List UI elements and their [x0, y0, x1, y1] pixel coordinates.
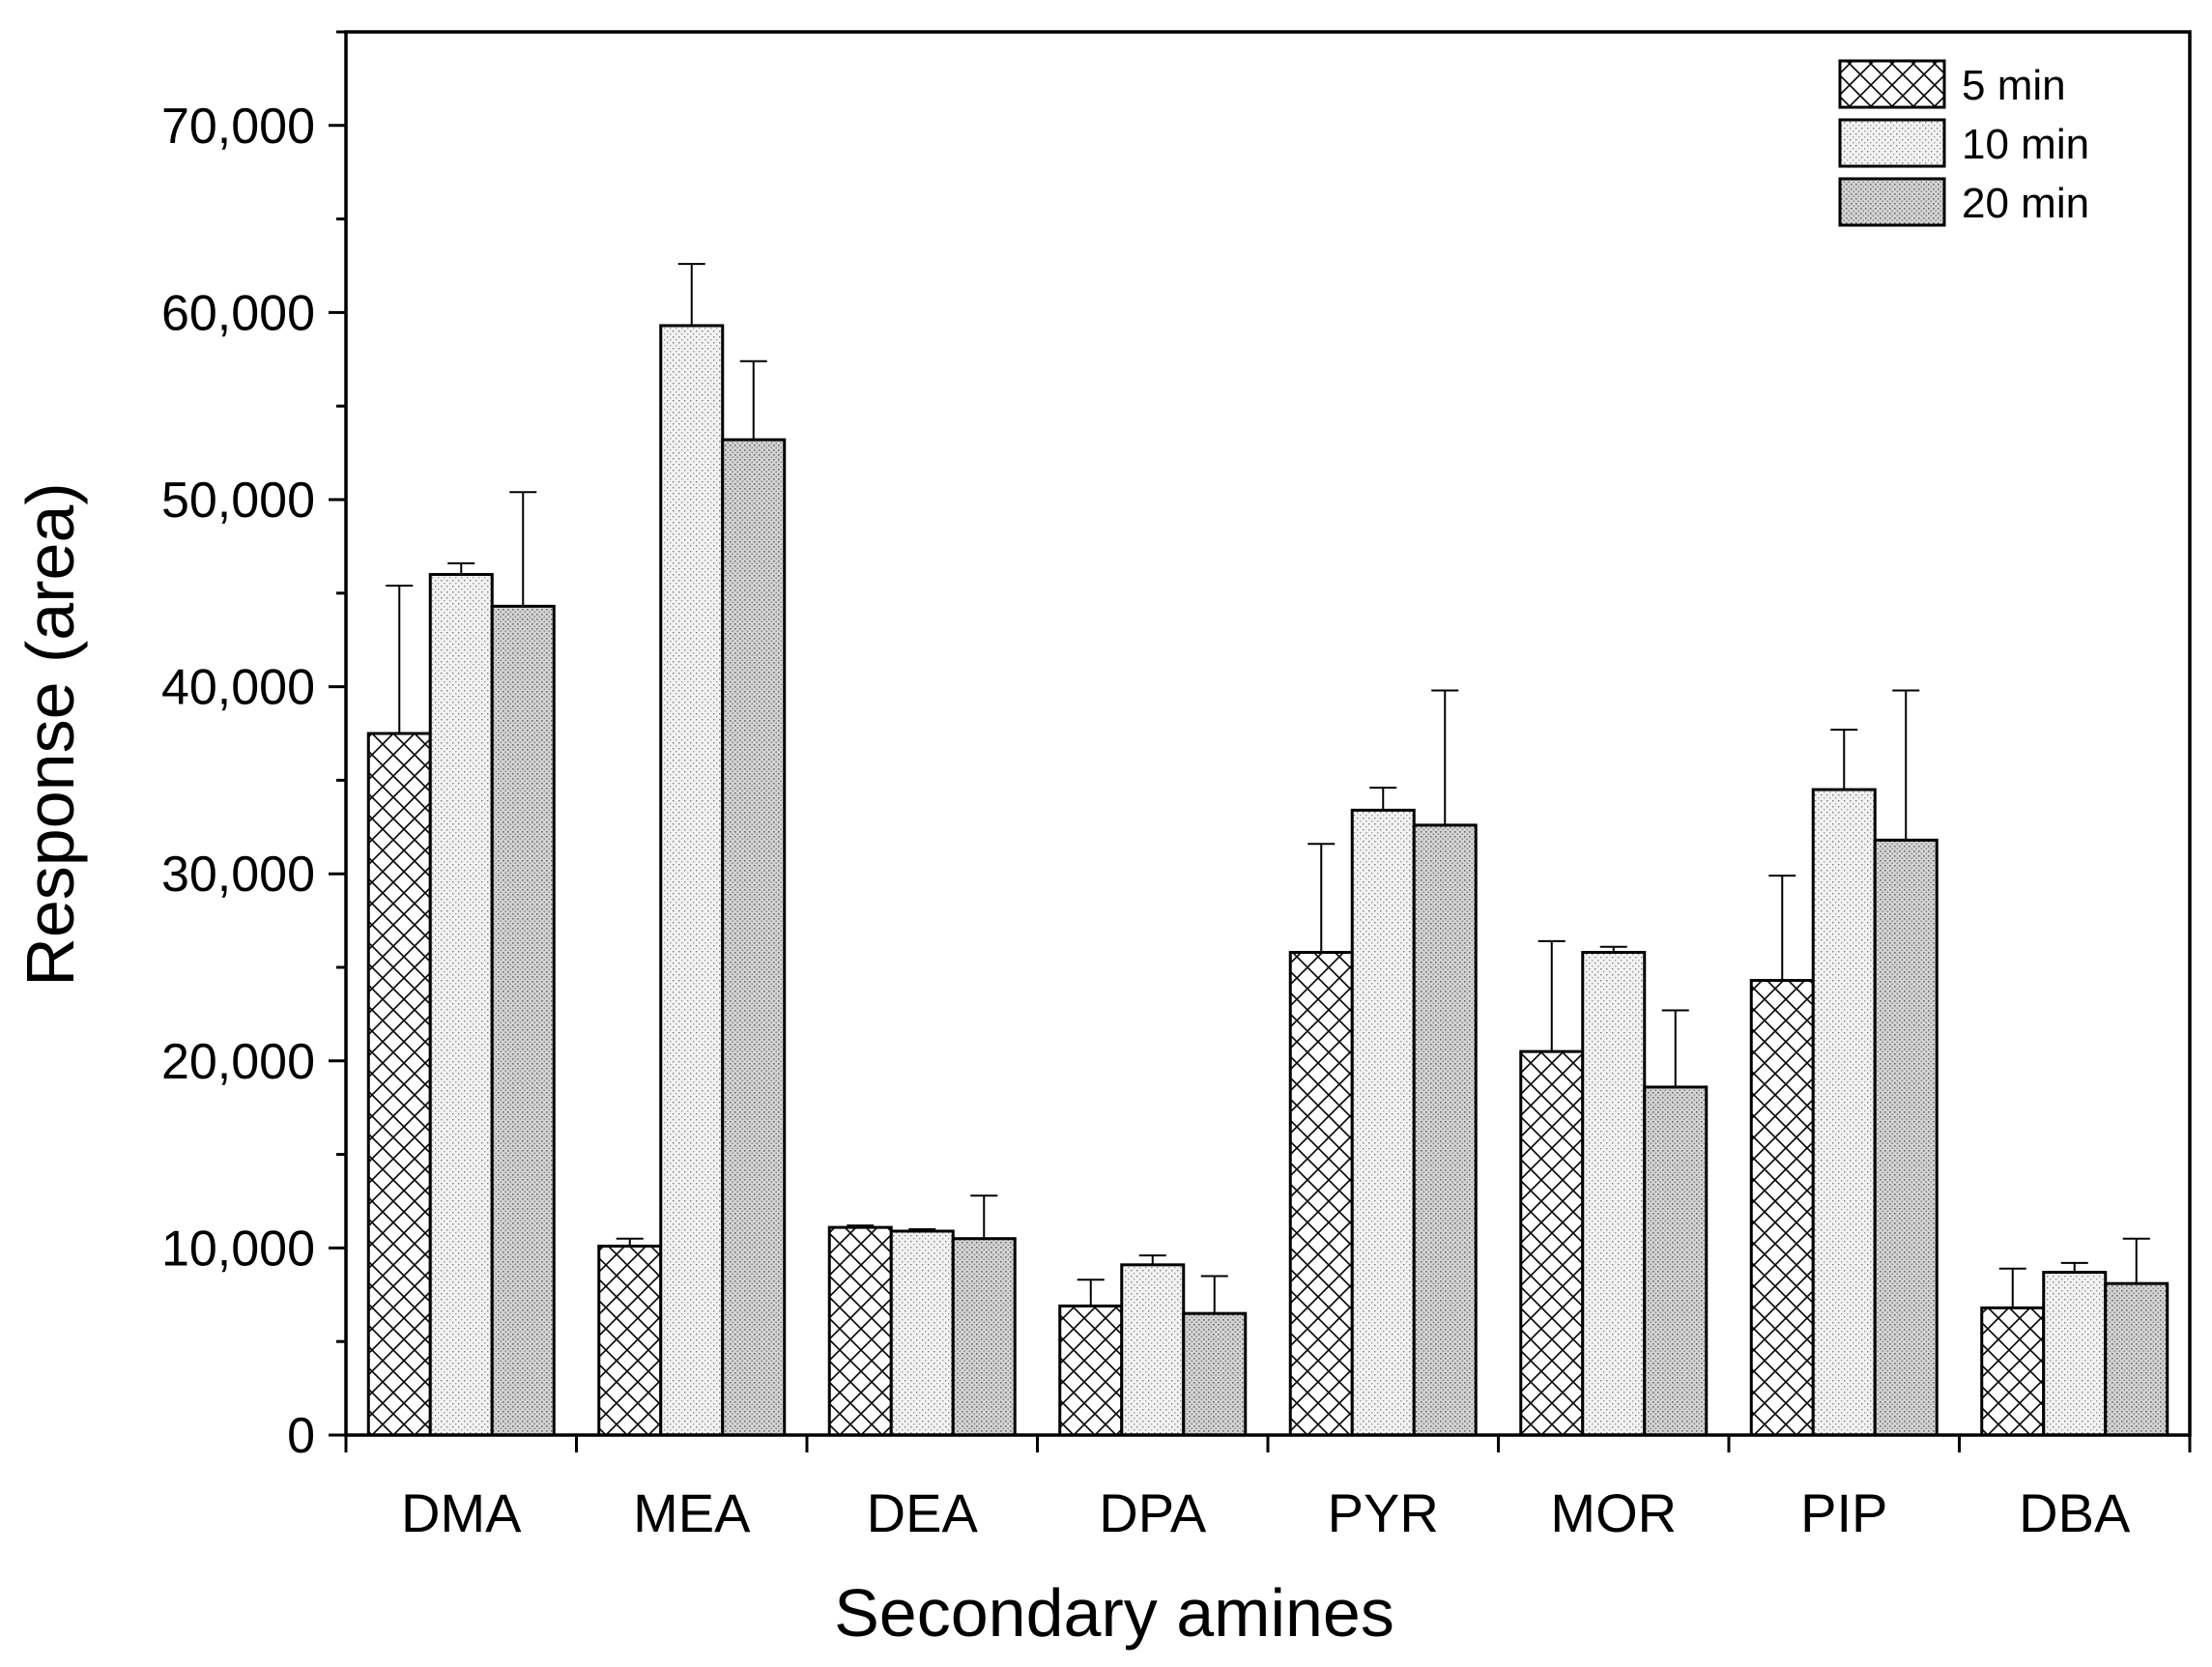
x-tick-label: DBA [2019, 1482, 2131, 1543]
x-tick-label: MEA [633, 1482, 751, 1543]
legend-swatch-20min [1838, 177, 1946, 227]
legend-label-10min: 10 min [1962, 121, 2089, 168]
bar-dea-10min [889, 1229, 955, 1437]
bar-mea-10min [659, 324, 725, 1437]
bars [366, 324, 2169, 1437]
bar-dba-10min [2042, 1271, 2108, 1437]
y-tick-label: 50,000 [161, 473, 315, 529]
bar-dea-20min [951, 1237, 1017, 1437]
error-bars [386, 263, 2150, 1314]
x-tick-label: MOR [1550, 1482, 1677, 1543]
y-axis-title: Response (area) [13, 482, 88, 986]
x-tick-label: DEA [867, 1482, 979, 1543]
bar-pip-5min [1749, 979, 1815, 1437]
bar-mea-20min [721, 438, 787, 1437]
bar-dma-20min [490, 604, 556, 1437]
x-tick-label: PIP [1800, 1482, 1887, 1543]
bar-dpa-10min [1120, 1263, 1186, 1437]
bar-dpa-5min [1058, 1304, 1124, 1437]
bar-dea-5min [827, 1225, 893, 1437]
bar-dba-20min [2104, 1281, 2169, 1437]
y-tick-label: 20,000 [161, 1034, 315, 1090]
bar-mea-5min [597, 1244, 663, 1437]
bar-pip-10min [1811, 788, 1877, 1437]
legend-swatch-10min [1838, 118, 1946, 168]
x-tick-label: DPA [1099, 1482, 1207, 1543]
bar-pyr-5min [1288, 951, 1354, 1437]
bar-dba-5min [1980, 1306, 2046, 1437]
bar-pyr-20min [1412, 823, 1478, 1437]
y-tick-label: 10,000 [161, 1221, 315, 1277]
y-axis-ticks: 0 10,000 20,000 30,000 40,000 50,000 60,000 70,… [161, 30, 346, 1464]
legend-label-5min: 5 min [1962, 62, 2066, 109]
x-axis-ticks: DMA MEA DEA DPA PYR MOR PIP DBA [344, 1435, 2192, 1543]
legend-label-20min: 20 min [1962, 180, 2089, 227]
legend-swatch-5min [1838, 59, 1946, 109]
y-tick-label: 30,000 [161, 847, 315, 903]
x-axis-title: Secondary amines [834, 1575, 1394, 1651]
bar-pip-20min [1873, 838, 1939, 1437]
legend: 5 min 10 min 20 min [1838, 59, 2089, 227]
bar-mor-5min [1519, 1049, 1585, 1437]
bar-pyr-10min [1350, 808, 1416, 1437]
bar-dma-5min [366, 732, 432, 1437]
x-tick-label: PYR [1328, 1482, 1439, 1543]
y-tick-label: 0 [287, 1408, 315, 1464]
plot-frame [344, 30, 2192, 1437]
bar-mor-20min [1643, 1085, 1709, 1437]
y-tick-label: 40,000 [161, 660, 315, 716]
y-tick-label: 70,000 [161, 99, 315, 155]
x-tick-label: DMA [401, 1482, 522, 1543]
bar-dpa-20min [1182, 1311, 1248, 1437]
bar-mor-10min [1581, 951, 1647, 1437]
bar-dma-10min [428, 572, 494, 1437]
y-tick-label: 60,000 [161, 285, 315, 341]
